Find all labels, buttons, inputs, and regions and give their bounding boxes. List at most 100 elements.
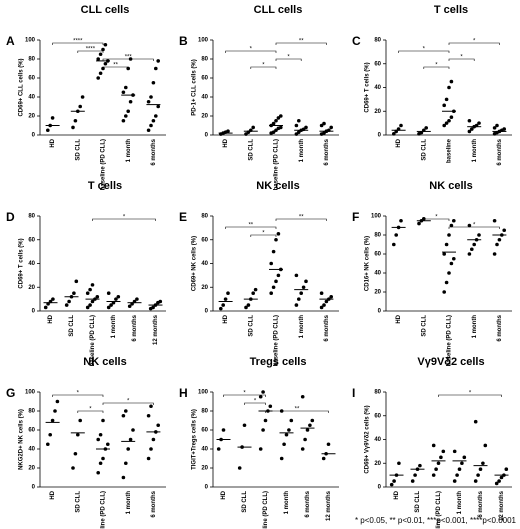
x-tick-label: 6 months [151,138,157,165]
data-point [258,394,263,399]
data-point [85,291,90,295]
data-point [447,118,451,123]
data-point [495,123,499,128]
data-point [78,418,82,423]
data-point [50,418,55,423]
data-point [135,297,139,301]
y-tick-label: 60 [374,252,381,258]
data-point [467,223,472,228]
significance-bracket [398,50,450,53]
panel-letter: A [6,34,15,48]
data-point [276,116,281,120]
y-tick-label: 20 [28,466,35,472]
data-point [460,461,464,466]
data-point [128,99,133,104]
data-point [305,428,310,432]
data-point [304,279,308,284]
data-point [284,432,289,437]
data-point [74,279,79,284]
significance-bracket [77,410,104,413]
data-point [326,442,331,447]
data-point [431,473,436,477]
chart-title: NK cells [256,180,299,192]
data-point [449,79,454,84]
significance-label: * [254,399,257,405]
y-tick-label: 0 [32,485,36,491]
significance-bracket [275,42,327,45]
data-point [261,428,265,432]
y-tick-label: 80 [28,214,35,220]
y-tick-label: 40 [374,437,381,443]
y-tick-label: 60 [28,237,35,243]
data-point [322,303,326,307]
data-point [95,294,100,299]
data-point [310,418,315,423]
data-point [151,118,156,123]
data-point [308,423,312,428]
data-point [226,129,230,133]
data-point [154,66,158,71]
significance-label: * [127,399,130,405]
data-point [439,455,443,460]
data-point [85,305,90,310]
data-point [109,303,113,307]
y-tick-label: 80 [28,57,35,63]
y-tick-label: 80 [374,390,381,396]
data-point [124,85,128,90]
y-tick-label: 0 [32,133,36,139]
chart-title: T cells [88,180,122,192]
y-tick-label: 40 [28,95,35,101]
significance-bracket [92,218,156,221]
significance-bracket [448,226,500,229]
data-point [467,129,472,134]
chart-title: NK cells [429,180,472,192]
significance-label: ** [299,39,304,45]
chart-title: CLL cells [81,4,130,16]
significance-label: * [435,215,438,221]
significance-bracket [225,50,277,53]
data-point [322,131,326,135]
y-tick-label: 100 [25,38,36,44]
y-tick-label: 100 [198,38,209,44]
significance-label: * [287,55,290,61]
data-point [244,132,248,136]
x-tick-label: SD CLL [69,315,75,337]
data-point [324,299,329,304]
data-point [258,447,263,451]
x-tick-label: baseline (PD CLL) [436,491,442,529]
significance-bracket [52,394,104,397]
data-point [473,479,478,483]
data-point [442,252,447,256]
data-point [103,61,108,66]
data-point [392,132,396,136]
significance-bracket [102,402,154,405]
data-point [274,128,278,133]
y-tick-label: 80 [374,38,381,44]
x-tick-label: 1 month [126,491,132,515]
data-point [55,399,60,404]
data-point [303,437,307,442]
y-tick-label: 40 [201,447,208,453]
x-tick-label: 6 months [132,314,138,341]
data-point [67,299,71,304]
data-point [497,479,501,483]
x-tick-label: HD [48,314,54,323]
x-tick-label: 12 months [326,490,332,521]
data-point [294,132,299,136]
data-point [98,71,103,76]
data-point [279,114,283,118]
significance-label: * [250,47,253,53]
y-tick-label: 0 [205,133,209,139]
data-point [452,256,456,261]
x-tick-label: baseline (PD CLL) [447,315,453,366]
significance-bracket [423,218,450,221]
significance-label: * [262,231,265,237]
data-point [436,461,441,466]
panel-letter: C [352,34,361,48]
panel-letter: I [352,386,355,400]
y-tick-label: 60 [374,413,381,419]
data-point [457,467,462,471]
data-point [274,118,278,123]
data-point [477,121,481,125]
data-point [98,52,103,57]
